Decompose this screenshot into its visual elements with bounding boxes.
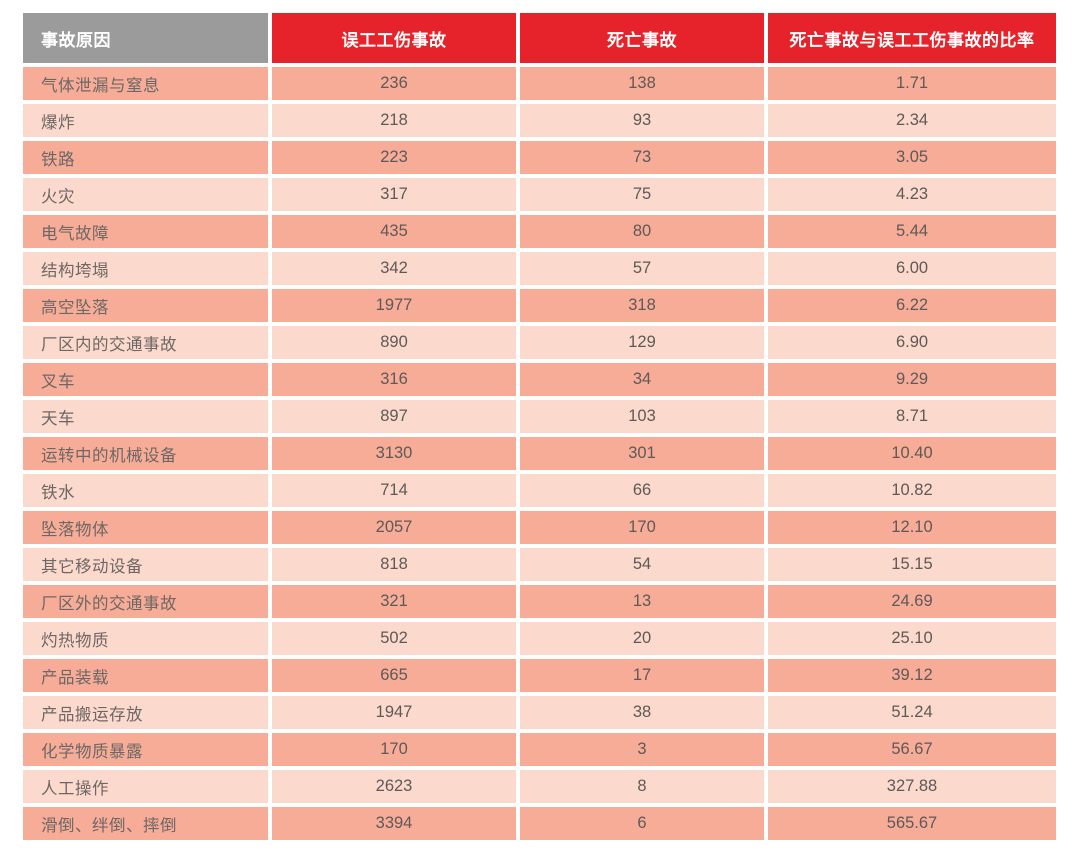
cell-cause: 其它移动设备 (23, 548, 268, 581)
cell-ratio: 5.44 (768, 215, 1056, 248)
cell-ratio: 565.67 (768, 807, 1056, 840)
cell-fatal-accidents: 20 (520, 622, 764, 655)
cell-fatal-accidents: 73 (520, 141, 764, 174)
cell-ratio: 51.24 (768, 696, 1056, 729)
cell-lost-time-injuries: 2623 (272, 770, 516, 803)
cell-fatal-accidents: 170 (520, 511, 764, 544)
cell-lost-time-injuries: 1977 (272, 289, 516, 322)
cell-fatal-accidents: 93 (520, 104, 764, 137)
cell-fatal-accidents: 301 (520, 437, 764, 470)
cell-ratio: 327.88 (768, 770, 1056, 803)
column-header-cause: 事故原因 (23, 13, 268, 63)
cell-fatal-accidents: 17 (520, 659, 764, 692)
cell-lost-time-injuries: 818 (272, 548, 516, 581)
cell-cause: 厂区内的交通事故 (23, 326, 268, 359)
cell-fatal-accidents: 138 (520, 67, 764, 100)
cell-lost-time-injuries: 316 (272, 363, 516, 396)
cell-lost-time-injuries: 435 (272, 215, 516, 248)
cell-ratio: 6.22 (768, 289, 1056, 322)
cell-fatal-accidents: 103 (520, 400, 764, 433)
cell-fatal-accidents: 8 (520, 770, 764, 803)
cell-ratio: 9.29 (768, 363, 1056, 396)
cell-ratio: 8.71 (768, 400, 1056, 433)
cell-cause: 产品搬运存放 (23, 696, 268, 729)
column-header-fatal: 死亡事故 (520, 13, 764, 63)
cell-fatal-accidents: 34 (520, 363, 764, 396)
cell-fatal-accidents: 3 (520, 733, 764, 766)
column-header-ratio: 死亡事故与误工工伤事故的比率 (768, 13, 1056, 63)
cell-cause: 运转中的机械设备 (23, 437, 268, 470)
cell-cause: 滑倒、绊倒、摔倒 (23, 807, 268, 840)
cell-lost-time-injuries: 236 (272, 67, 516, 100)
cell-ratio: 15.15 (768, 548, 1056, 581)
cell-ratio: 10.40 (768, 437, 1056, 470)
cell-ratio: 10.82 (768, 474, 1056, 507)
cell-ratio: 2.34 (768, 104, 1056, 137)
cell-cause: 爆炸 (23, 104, 268, 137)
cell-lost-time-injuries: 3394 (272, 807, 516, 840)
cell-lost-time-injuries: 223 (272, 141, 516, 174)
cell-fatal-accidents: 129 (520, 326, 764, 359)
cell-lost-time-injuries: 170 (272, 733, 516, 766)
cell-lost-time-injuries: 665 (272, 659, 516, 692)
cell-ratio: 56.67 (768, 733, 1056, 766)
cell-cause: 叉车 (23, 363, 268, 396)
cell-fatal-accidents: 66 (520, 474, 764, 507)
cell-lost-time-injuries: 897 (272, 400, 516, 433)
cell-fatal-accidents: 318 (520, 289, 764, 322)
cell-cause: 厂区外的交通事故 (23, 585, 268, 618)
cell-ratio: 3.05 (768, 141, 1056, 174)
cell-cause: 灼热物质 (23, 622, 268, 655)
cell-cause: 高空坠落 (23, 289, 268, 322)
cell-ratio: 6.00 (768, 252, 1056, 285)
cell-lost-time-injuries: 1947 (272, 696, 516, 729)
cell-cause: 产品装载 (23, 659, 268, 692)
cell-cause: 结构垮塌 (23, 252, 268, 285)
cell-cause: 铁路 (23, 141, 268, 174)
cell-cause: 坠落物体 (23, 511, 268, 544)
cell-ratio: 6.90 (768, 326, 1056, 359)
cell-fatal-accidents: 6 (520, 807, 764, 840)
cell-fatal-accidents: 80 (520, 215, 764, 248)
cell-cause: 气体泄漏与窒息 (23, 67, 268, 100)
cell-cause: 火灾 (23, 178, 268, 211)
column-header-lost-time: 误工工伤事故 (272, 13, 516, 63)
cell-lost-time-injuries: 342 (272, 252, 516, 285)
cell-lost-time-injuries: 317 (272, 178, 516, 211)
cell-ratio: 4.23 (768, 178, 1056, 211)
cell-lost-time-injuries: 890 (272, 326, 516, 359)
cell-cause: 人工操作 (23, 770, 268, 803)
cell-fatal-accidents: 38 (520, 696, 764, 729)
cell-fatal-accidents: 57 (520, 252, 764, 285)
cell-cause: 化学物质暴露 (23, 733, 268, 766)
cell-lost-time-injuries: 3130 (272, 437, 516, 470)
cell-ratio: 1.71 (768, 67, 1056, 100)
cell-cause: 铁水 (23, 474, 268, 507)
cell-ratio: 12.10 (768, 511, 1056, 544)
cell-ratio: 24.69 (768, 585, 1056, 618)
cell-lost-time-injuries: 714 (272, 474, 516, 507)
cell-lost-time-injuries: 218 (272, 104, 516, 137)
cell-ratio: 39.12 (768, 659, 1056, 692)
cell-lost-time-injuries: 502 (272, 622, 516, 655)
accident-statistics-table: 事故原因 误工工伤事故 死亡事故 死亡事故与误工工伤事故的比率 气体泄漏与窒息 … (23, 13, 1056, 840)
cell-ratio: 25.10 (768, 622, 1056, 655)
cell-cause: 天车 (23, 400, 268, 433)
cell-cause: 电气故障 (23, 215, 268, 248)
cell-fatal-accidents: 54 (520, 548, 764, 581)
cell-fatal-accidents: 13 (520, 585, 764, 618)
cell-lost-time-injuries: 321 (272, 585, 516, 618)
cell-fatal-accidents: 75 (520, 178, 764, 211)
cell-lost-time-injuries: 2057 (272, 511, 516, 544)
